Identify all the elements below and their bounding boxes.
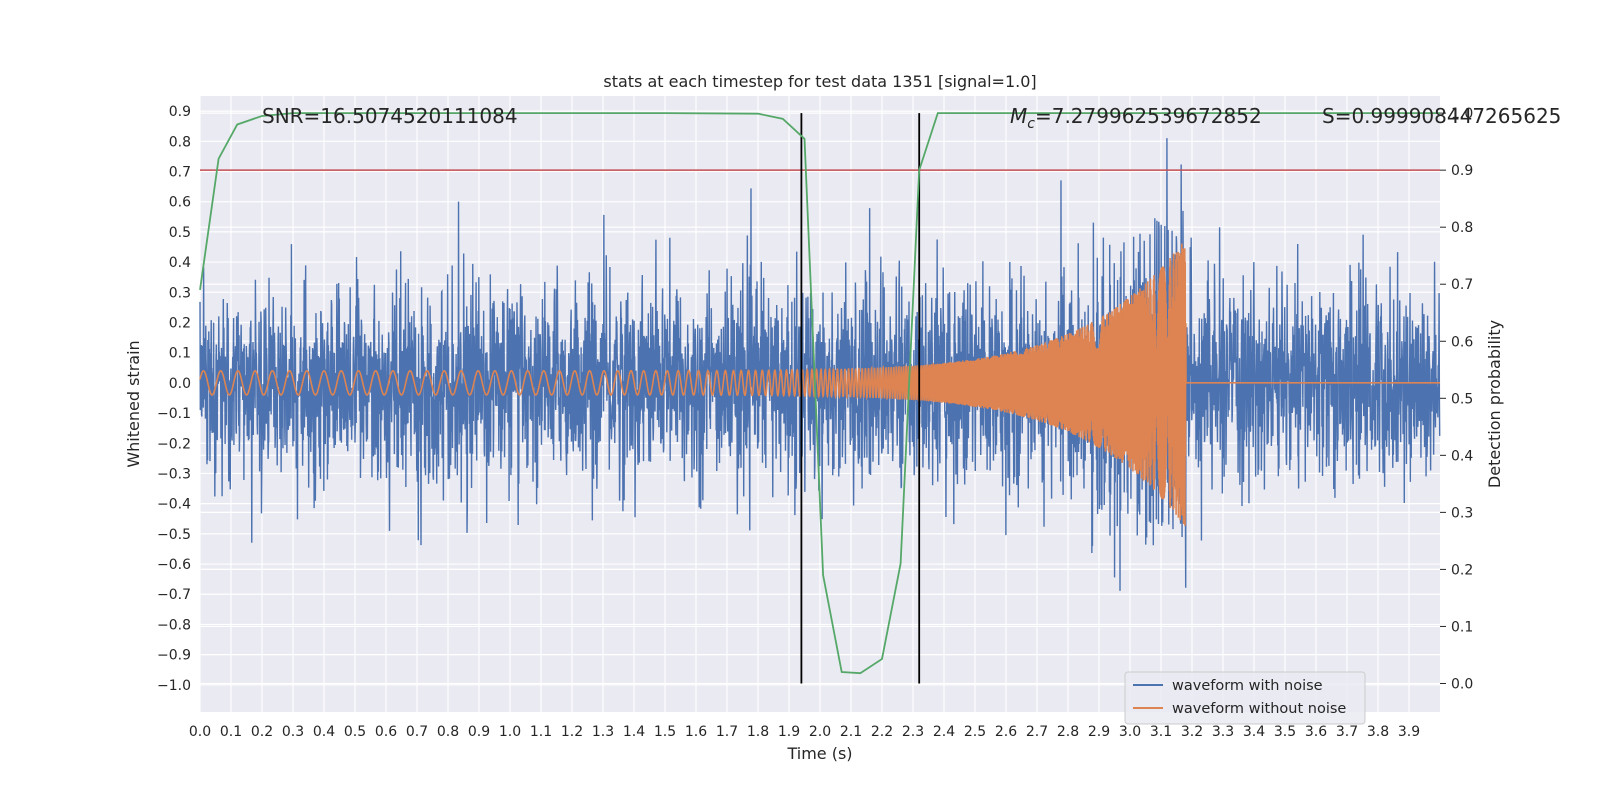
x-tick-label: 3.6 [1305, 724, 1327, 740]
x-tick-label: 3.8 [1367, 724, 1389, 740]
y-left-tick-label: −0.8 [157, 617, 191, 633]
y-left-tick-label: −1.0 [157, 678, 191, 694]
y-right-tick-label: 0.1 [1451, 619, 1473, 635]
x-tick-label: 0.5 [344, 724, 366, 740]
x-tick-label: 1.9 [778, 724, 800, 740]
snr-annotation: SNR=16.5074520111084 [262, 104, 518, 128]
x-tick-label: 2.0 [809, 724, 831, 740]
x-tick-label: 3.2 [1181, 724, 1203, 740]
x-tick-label: 0.2 [251, 724, 273, 740]
legend: waveform with noise waveform without noi… [1124, 671, 1366, 725]
x-tick-label: 3.1 [1150, 724, 1172, 740]
x-axis-label: Time (s) [786, 744, 852, 763]
x-tick-label: 1.0 [499, 724, 521, 740]
x-tick-label: 0.1 [220, 724, 242, 740]
x-tick-label: 2.3 [902, 724, 924, 740]
y-right-tick-label: 0.8 [1451, 220, 1473, 236]
x-tick-label: 0.4 [313, 724, 335, 740]
y-left-tick-label: 0.3 [169, 285, 191, 301]
x-tick-label: 2.1 [840, 724, 862, 740]
y-left-tick-label: 0.2 [169, 315, 191, 331]
x-tick-label: 1.1 [530, 724, 552, 740]
x-tick-label: 2.8 [1057, 724, 1079, 740]
x-tick-label: 0.8 [437, 724, 459, 740]
chirp-mass-subscript: c [1027, 116, 1035, 132]
x-tick-label: 0.6 [375, 724, 397, 740]
x-tick-label: 2.5 [964, 724, 986, 740]
y-left-tick-label: −0.7 [157, 587, 191, 603]
y-left-tick-label: 0.5 [169, 225, 191, 241]
legend-box [1124, 671, 1366, 725]
x-tick-label: 1.4 [623, 724, 645, 740]
x-tick-label: 2.2 [871, 724, 893, 740]
y-right-tick-label: 0.7 [1451, 277, 1473, 293]
y-left-tick-label: −0.6 [157, 557, 191, 573]
x-tick-label: 2.4 [933, 724, 955, 740]
x-tick-label: 2.6 [995, 724, 1017, 740]
y-left-tick-label: 0.7 [169, 164, 191, 180]
x-tick-label: 3.4 [1243, 724, 1265, 740]
y-left-tick-label: 0.6 [169, 195, 191, 211]
x-tick-label: 2.9 [1088, 724, 1110, 740]
y-left-tick-label: −0.2 [157, 436, 191, 452]
y-left-tick-label: 0.9 [169, 104, 191, 120]
legend-label-clean: waveform without noise [1172, 701, 1346, 717]
ticks: 0.0 0.1 0.2 0.3 0.4 0.5 0.6 0.7 0.8 0.9 1.0 1.1 1.2 1… [157, 104, 1473, 740]
legend-label-noise: waveform with noise [1172, 678, 1323, 694]
x-tick-label: 0.0 [189, 724, 211, 740]
y-left-tick-label: −0.9 [157, 648, 191, 664]
x-tick-label: 1.2 [561, 724, 583, 740]
y-right-tick-label: 0.4 [1451, 448, 1473, 464]
y-left-tick-label: 0.8 [169, 134, 191, 150]
series-layer [199, 112, 1441, 684]
x-tick-label: 0.7 [406, 724, 428, 740]
x-tick-label: 3.7 [1336, 724, 1358, 740]
y-left-tick-label: −0.5 [157, 527, 191, 543]
x-tick-label: 0.3 [282, 724, 304, 740]
y-right-tick-label: 1.0 [1451, 106, 1473, 122]
x-tick-label: 1.5 [654, 724, 676, 740]
x-tick-label: 1.7 [716, 724, 738, 740]
x-tick-label: 3.0 [1119, 724, 1141, 740]
y-right-tick-label: 0.5 [1451, 391, 1473, 407]
x-tick-label: 0.9 [468, 724, 490, 740]
detection-probability-line [199, 112, 1440, 675]
clean-waveform-line [199, 243, 1440, 526]
chirp-mass-value: =7.279962539672852 [1035, 104, 1262, 128]
y-left-tick-label: 0.1 [169, 346, 191, 362]
chirp-mass-symbol: M [1010, 104, 1027, 128]
y-left-tick-label: −0.1 [157, 406, 191, 422]
score-annotation: S=0.999908447265625 [1322, 104, 1561, 128]
y-left-tick-label: 0.4 [169, 255, 191, 271]
y-axis-left-label: Whitened strain [124, 340, 143, 467]
y-right-tick-label: 0.3 [1451, 505, 1473, 521]
y-right-tick-label: 0.9 [1451, 163, 1473, 179]
chart-title: stats at each timestep for test data 135… [603, 72, 1036, 91]
y-left-tick-label: −0.3 [157, 466, 191, 482]
x-tick-label: 1.6 [685, 724, 707, 740]
x-tick-label: 3.9 [1398, 724, 1420, 740]
x-tick-label: 2.7 [1026, 724, 1048, 740]
x-tick-label: 1.3 [592, 724, 614, 740]
y-right-tick-label: 0.2 [1451, 562, 1473, 578]
y-axis-right-label: Detection probability [1485, 320, 1504, 488]
y-right-tick-label: 0.6 [1451, 334, 1473, 350]
y-left-tick-label: 0.0 [169, 376, 191, 392]
chirp-mass-annotation: Mc=7.279962539672852 [1010, 104, 1262, 132]
y-right-tick-label: 0.0 [1451, 676, 1473, 692]
x-tick-label: 3.5 [1274, 724, 1296, 740]
x-tick-label: 3.3 [1212, 724, 1234, 740]
y-left-tick-label: −0.4 [157, 497, 191, 513]
x-tick-label: 1.8 [747, 724, 769, 740]
